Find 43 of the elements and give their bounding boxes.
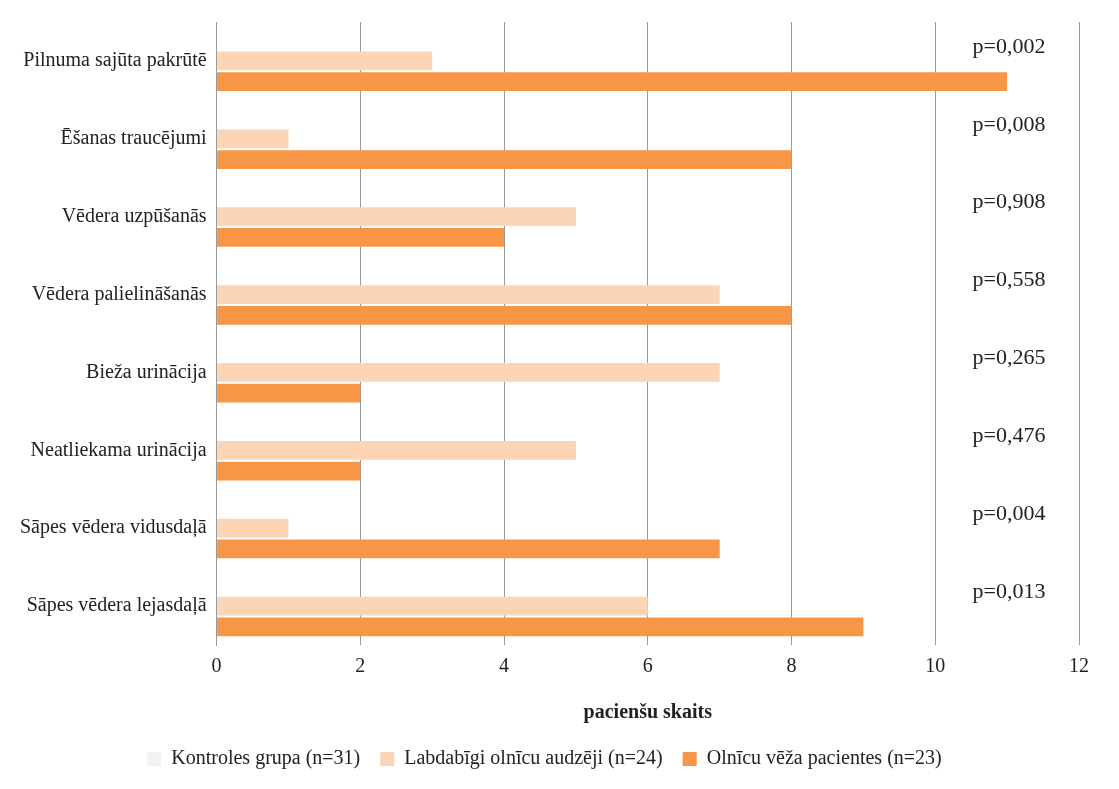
- annotation: p=0,265: [972, 344, 1046, 370]
- y-tick-label: Ēšanas traucējumi: [60, 126, 208, 150]
- bar: [217, 440, 576, 460]
- annotation: p=0,008: [972, 110, 1046, 136]
- bar: [217, 596, 648, 616]
- x-tick-label: 8: [786, 654, 797, 677]
- bar: [217, 305, 792, 325]
- bar: [217, 518, 289, 538]
- annotation: p=0,558: [972, 266, 1046, 292]
- y-tick-label: Vēdera palielināšanās: [31, 281, 207, 305]
- x-tick-label: 6: [642, 654, 653, 677]
- x-tick-label: 10: [925, 654, 946, 677]
- bar: [217, 383, 361, 403]
- annotation: p=0,908: [972, 188, 1046, 214]
- bar: [217, 363, 720, 382]
- y-tick-label: Pilnuma sajūta pakrūtē: [23, 48, 207, 72]
- bar: [217, 539, 720, 559]
- x-tick-label: 4: [499, 654, 510, 677]
- legend-label: Labdabīgi olnīcu audzēji (n=24): [404, 746, 663, 770]
- y-tick-label: Sāpes vēdera lejasdaļā: [26, 593, 207, 617]
- annotation: p=0,004: [972, 499, 1046, 525]
- y-tick-label: Bieža urinācija: [86, 359, 207, 383]
- bar: [217, 129, 289, 149]
- annotation: p=0,002: [972, 32, 1046, 58]
- bar: [217, 51, 433, 71]
- y-tick-label: Neatliekama urinācija: [30, 437, 207, 461]
- legend-label: Olnīcu vēža pacientes (n=23): [706, 746, 942, 770]
- bar: [217, 72, 1008, 92]
- bar: [217, 228, 505, 247]
- x-tick-label: 12: [1069, 654, 1089, 677]
- bar: [217, 461, 361, 481]
- legend-label: Kontroles grupa (n=31): [171, 746, 361, 770]
- bar: [217, 285, 720, 304]
- x-tick-label: 2: [355, 654, 366, 677]
- annotation: p=0,476: [972, 422, 1046, 448]
- y-tick-label: Sāpes vēdera vidusdaļā: [19, 515, 207, 539]
- bar: [217, 617, 864, 637]
- annotation: p=0,013: [972, 577, 1046, 603]
- bar: [217, 207, 576, 227]
- x-axis-title: pacienšu skaits: [583, 700, 713, 724]
- y-tick-label: Vēdera uzpūšanās: [61, 203, 207, 227]
- x-tick-label: 0: [211, 654, 222, 677]
- bar: [217, 150, 792, 169]
